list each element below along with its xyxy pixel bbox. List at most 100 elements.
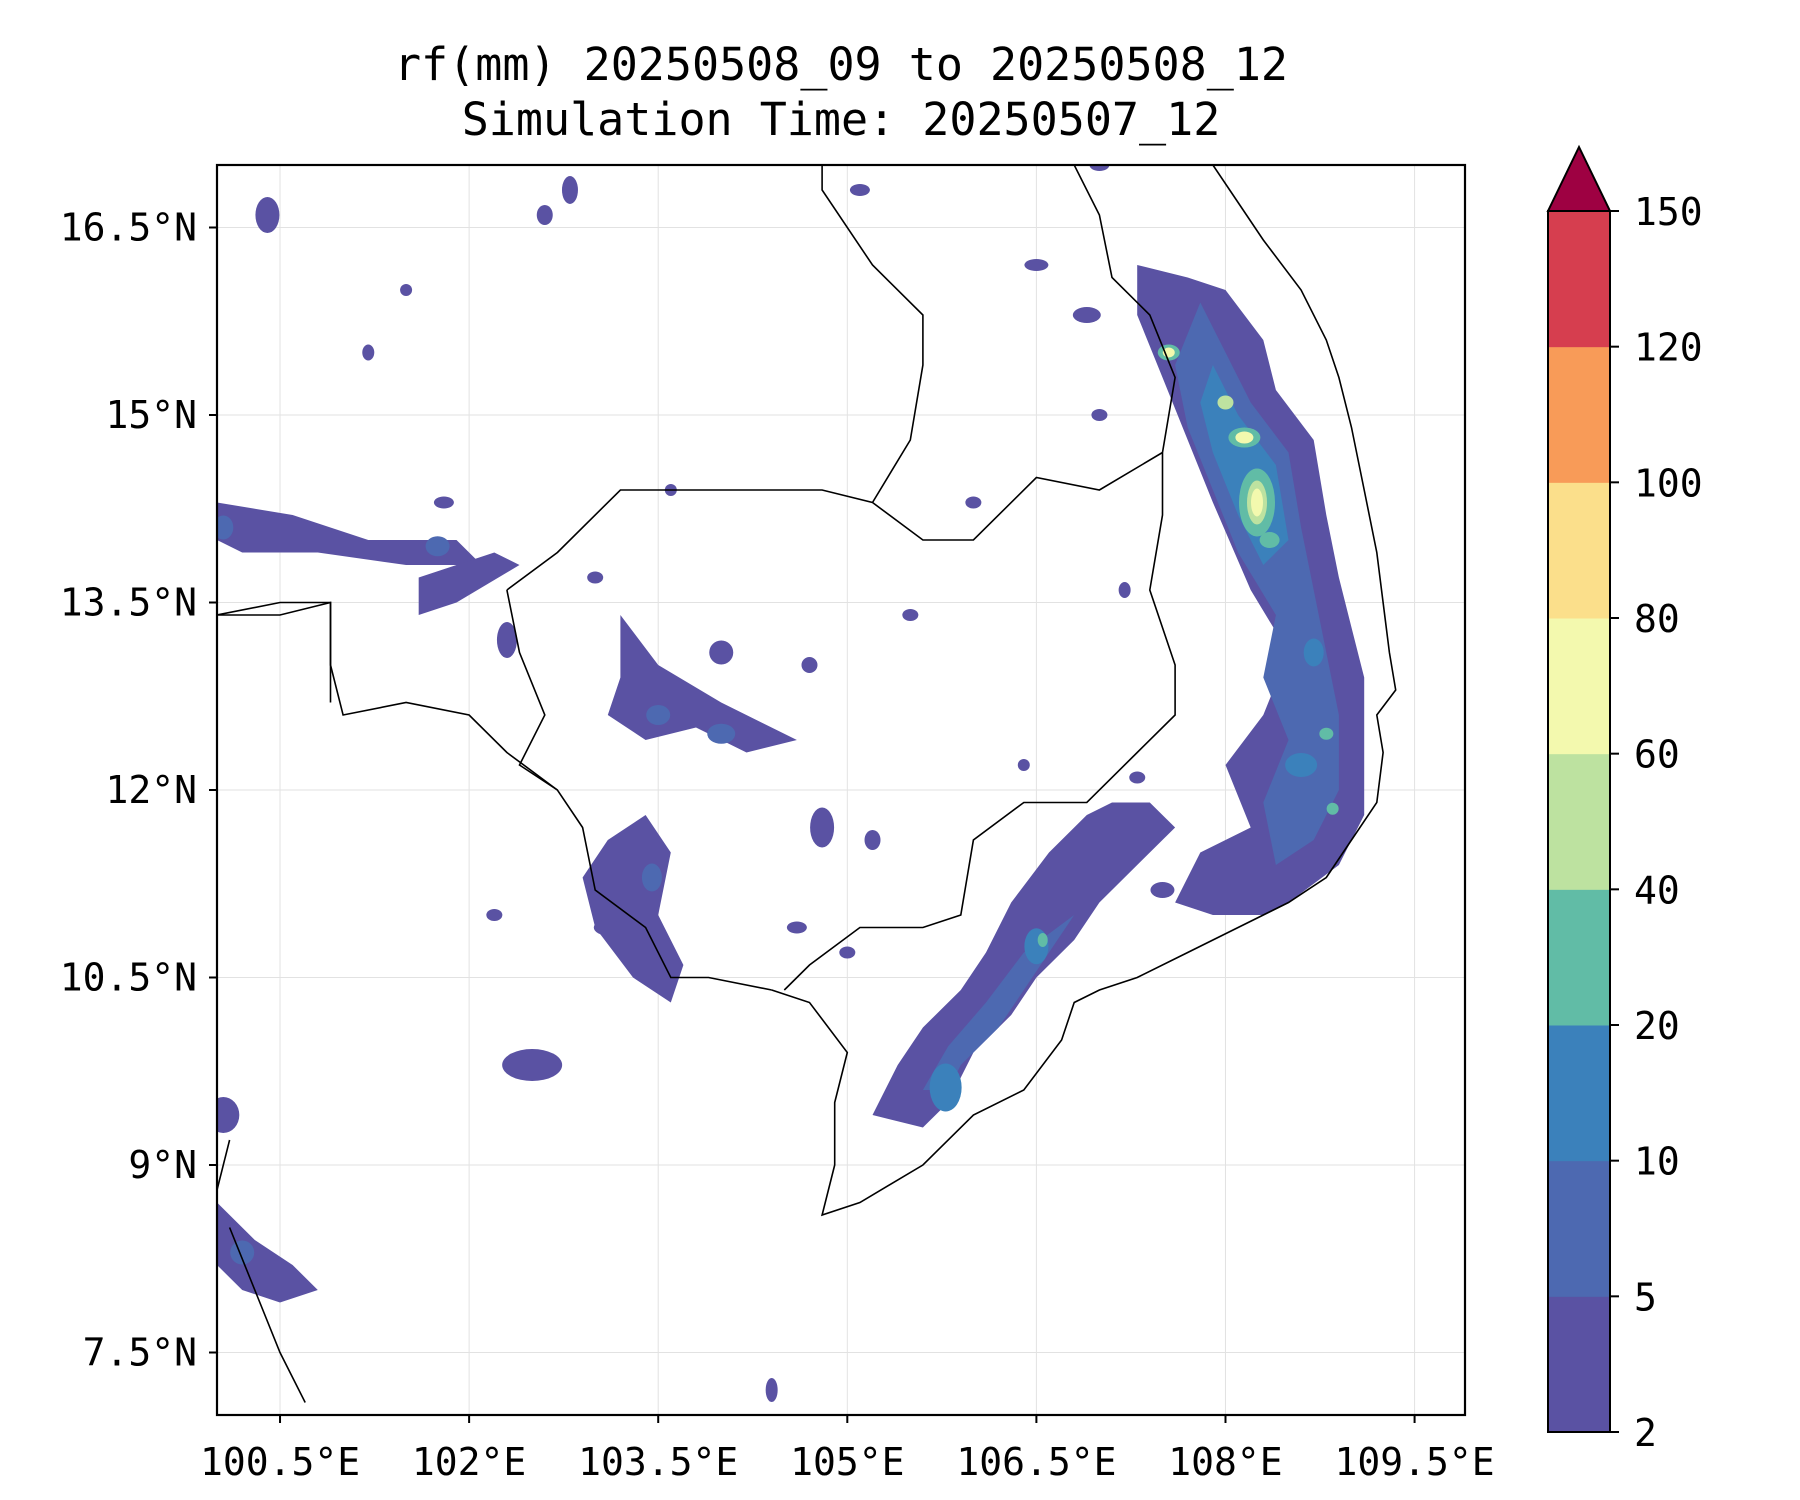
- rain-cell: [810, 807, 835, 848]
- colorbar-segment: [1548, 346, 1610, 483]
- rain-cell: [1129, 771, 1146, 784]
- map-area: [217, 165, 1465, 1415]
- rain-cell: [1091, 409, 1108, 421]
- colorbar-label: 80: [1634, 597, 1680, 641]
- colorbar-label: 20: [1634, 1004, 1680, 1048]
- colorbar-segment: [1548, 211, 1610, 348]
- longitude-axis: 100.5°E 102°E 103.5°E 105°E 106.5°E 108°E 109.…: [200, 1415, 1495, 1484]
- coastline-segment: [821, 165, 924, 503]
- rain-cell: [1089, 165, 1110, 171]
- rain-cell: [1319, 727, 1334, 740]
- rain-cell: [1072, 307, 1101, 323]
- lon-tick-label: 105°E: [790, 1440, 904, 1484]
- rain-cell: [929, 1063, 962, 1112]
- colorbar-frame: [1547, 210, 1611, 1433]
- colorbar-segment: [1548, 753, 1610, 890]
- rain-cell: [849, 184, 870, 196]
- lat-tick-label: 7.5°N: [83, 1331, 197, 1375]
- rain-cell: [1259, 532, 1280, 548]
- colorbar: 150 120 100 80 60 40 20 10 5 2: [1546, 144, 1703, 1455]
- coastline-segment: [217, 601, 332, 703]
- rain-cell: [965, 496, 982, 509]
- rain-cell: [1217, 395, 1234, 410]
- colorbar-label: 100: [1634, 461, 1703, 505]
- rain-contour: [217, 502, 482, 565]
- lat-tick-label: 9°N: [128, 1143, 197, 1187]
- rain-cell: [536, 205, 553, 225]
- rain-cell: [425, 536, 450, 557]
- lat-tick-label: 15°N: [105, 393, 197, 437]
- lon-tick-label: 102°E: [412, 1440, 526, 1484]
- colorbar-label: 5: [1634, 1275, 1657, 1319]
- rain-cell: [433, 496, 454, 509]
- rain-cell: [1285, 753, 1318, 777]
- colorbar-segment: [1548, 482, 1610, 619]
- rain-cell: [502, 1049, 563, 1081]
- rain-cell: [561, 176, 578, 204]
- rain-cell: [707, 723, 736, 744]
- rain-cell: [496, 622, 517, 658]
- rain-contour: [1137, 265, 1365, 915]
- rain-cell: [1017, 759, 1030, 771]
- rain-cell: [1037, 933, 1048, 947]
- colorbar-segment: [1548, 889, 1610, 1026]
- coastline-segment: [783, 452, 1176, 991]
- colorbar-label: 120: [1634, 326, 1703, 370]
- coastline-segment: [506, 589, 558, 791]
- coastlines-and-borders: [217, 165, 1397, 1403]
- coastline-segment: [771, 165, 1397, 1217]
- rain-cell: [1118, 582, 1131, 598]
- rain-cell: [641, 863, 662, 892]
- lat-tick-label: 12°N: [105, 768, 197, 812]
- rain-cell: [217, 1097, 240, 1133]
- rain-cell: [765, 1378, 778, 1402]
- colorbar-label: 2: [1634, 1411, 1657, 1455]
- colorbar-segment: [1548, 1296, 1610, 1433]
- lon-tick-label: 100.5°E: [200, 1440, 360, 1484]
- rain-cell: [587, 571, 604, 584]
- coastline-segment: [217, 601, 772, 991]
- lon-tick-label: 108°E: [1168, 1440, 1282, 1484]
- latitude-axis: 16.5°N 15°N 13.5°N 12°N 10.5°N 9°N 7.5°N: [60, 206, 217, 1375]
- colorbar-extend-arrow: [1546, 144, 1612, 212]
- rain-cell: [362, 344, 375, 361]
- rain-cell: [400, 284, 413, 296]
- rain-cell: [902, 609, 919, 621]
- colorbar-segment: [1548, 1025, 1610, 1162]
- lon-tick-label: 106.5°E: [956, 1440, 1116, 1484]
- colorbar-label: 10: [1634, 1140, 1680, 1184]
- rain-cell: [593, 919, 622, 936]
- rain-cell: [1303, 638, 1324, 667]
- rain-cell: [1024, 259, 1049, 271]
- colorbar-segment: [1548, 618, 1610, 755]
- rain-cell: [486, 909, 503, 921]
- rain-cell: [255, 197, 280, 233]
- rain-cell: [1150, 882, 1175, 898]
- coastline-segment: [228, 1227, 306, 1403]
- lon-tick-label: 109.5°E: [1334, 1440, 1494, 1484]
- lat-tick-label: 16.5°N: [60, 206, 197, 250]
- rain-contour: [607, 615, 797, 753]
- rainfall-contours: [217, 165, 1365, 1402]
- rain-cell: [801, 657, 818, 673]
- rain-cell: [709, 640, 734, 665]
- rain-cell: [839, 946, 856, 959]
- rain-contour: [217, 1202, 318, 1303]
- lat-tick-label: 13.5°N: [60, 581, 197, 625]
- colorbar-label: 40: [1634, 868, 1680, 912]
- title-line-2: Simulation Time: 20250507_12: [462, 93, 1221, 146]
- coastline-segment: [217, 1139, 231, 1191]
- colorbar-segment: [1548, 1160, 1610, 1297]
- rain-cell: [217, 515, 234, 540]
- rain-cell: [646, 705, 671, 725]
- rain-cell: [230, 1240, 255, 1265]
- lat-tick-label: 10.5°N: [60, 956, 197, 1000]
- colorbar-label: 150: [1634, 190, 1703, 234]
- rain-cell: [1235, 431, 1254, 444]
- lon-tick-label: 103.5°E: [578, 1440, 738, 1484]
- coastline-segment: [506, 451, 1163, 591]
- rain-cell: [1326, 802, 1339, 815]
- title-line-1: rf(mm) 20250508_09 to 20250508_12: [394, 38, 1288, 91]
- rain-cell: [786, 921, 807, 934]
- rain-cell: [864, 830, 881, 850]
